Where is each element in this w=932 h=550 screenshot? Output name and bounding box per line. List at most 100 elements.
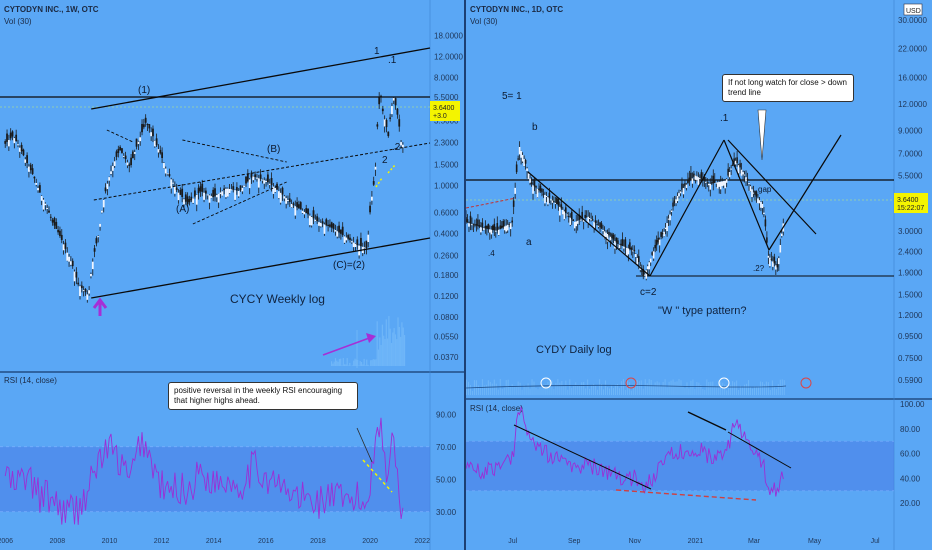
w-pattern-line[interactable] <box>527 171 651 277</box>
daily-rsi-line[interactable] <box>466 405 784 497</box>
daily-volume-bar <box>561 381 563 395</box>
daily-volume-bar <box>479 387 481 395</box>
daily-candle-body <box>700 172 703 180</box>
weekly-triangle-lower[interactable] <box>192 181 287 225</box>
weekly-candle-body <box>223 188 226 191</box>
daily-candle-body <box>567 216 570 218</box>
daily-candle-body <box>679 191 682 194</box>
daily-volume-bar <box>696 381 698 395</box>
daily-volume-bar <box>720 381 722 395</box>
daily-candle-body <box>532 185 534 194</box>
w-pattern-line[interactable] <box>768 134 842 251</box>
weekly-mid-channel-line[interactable] <box>93 142 431 201</box>
daily-volume-bar <box>704 389 706 395</box>
weekly-candle-body <box>141 123 143 133</box>
daily-volume-bar <box>533 381 535 395</box>
daily-volume-bar <box>732 381 734 395</box>
daily-rsi-trendline[interactable] <box>687 411 727 431</box>
earnings-event-icon[interactable] <box>800 377 812 389</box>
daily-volume-bar <box>557 379 559 395</box>
earnings-event-icon[interactable] <box>625 377 637 389</box>
weekly-candle-body <box>121 148 123 153</box>
panel-divider[interactable] <box>464 0 466 550</box>
weekly-candle-body <box>401 144 404 148</box>
weekly-candle-body <box>142 124 145 128</box>
earnings-event-icon[interactable] <box>540 377 552 389</box>
weekly-triangle-upper[interactable] <box>182 139 287 163</box>
weekly-candle-body <box>329 224 331 227</box>
weekly-candle-body <box>64 242 67 249</box>
daily-downtrend-line[interactable] <box>727 139 817 235</box>
daily-volume-bar <box>537 389 539 395</box>
daily-volume-bar <box>728 384 730 395</box>
daily-candle-body <box>648 262 651 270</box>
daily-volume-bar <box>620 381 622 395</box>
weekly-wedge-line[interactable] <box>106 129 134 143</box>
weekly-candle-body <box>133 152 136 154</box>
daily-volume-bar <box>646 383 648 395</box>
weekly-lower-channel-line[interactable] <box>91 237 431 299</box>
weekly-volume-bar <box>379 337 381 366</box>
daily-chart-note: If not long watch for close > down trend… <box>722 74 854 102</box>
daily-candle-body <box>533 179 536 187</box>
daily-candle-body <box>496 223 499 231</box>
weekly-upper-channel-line[interactable] <box>91 47 431 110</box>
daily-candle-body <box>635 253 637 258</box>
daily-volume-bar <box>654 382 656 395</box>
weekly-candle-body <box>268 183 271 185</box>
weekly-candle-body <box>256 177 258 179</box>
daily-chart-panel[interactable]: CYTODYN INC., 1D, OTC Vol (30) RSI (14, … <box>466 0 932 550</box>
daily-candle-body <box>718 181 721 187</box>
daily-candle-body <box>778 258 780 265</box>
weekly-year-tick: 2018 <box>310 538 326 545</box>
daily-candle-body <box>646 266 649 270</box>
weekly-price-tick: 0.2600 <box>434 252 459 261</box>
daily-volume-bar <box>775 388 777 395</box>
weekly-price-tick: 3.5000 <box>434 117 459 126</box>
weekly-candle-body <box>290 203 293 208</box>
daily-month-tick: 2021 <box>688 538 704 545</box>
daily-month-tick: Nov <box>629 538 642 545</box>
daily-candle-body <box>636 257 639 265</box>
currency-badge[interactable] <box>903 3 923 16</box>
daily-candle-body <box>466 219 469 223</box>
daily-chart-svg[interactable]: CYTODYN INC., 1D, OTC Vol (30) RSI (14, … <box>466 0 932 550</box>
daily-candle-body <box>572 219 575 222</box>
weekly-rsi-line[interactable] <box>4 417 404 525</box>
weekly-volume-bar <box>341 365 343 366</box>
daily-rsi-trendline[interactable] <box>513 424 652 490</box>
weekly-candle-body <box>6 133 8 142</box>
daily-candle-body <box>761 203 764 209</box>
weekly-chart-svg[interactable]: CYTODYN INC., 1W, OTC Vol (30) RSI (14, … <box>0 0 464 550</box>
daily-candle-body <box>581 211 583 220</box>
w-pattern-line[interactable] <box>649 139 725 277</box>
daily-candle-body <box>524 159 527 164</box>
daily-candle-body <box>657 237 659 243</box>
earnings-event-icon[interactable] <box>718 377 730 389</box>
daily-volume-bar <box>485 384 487 395</box>
weekly-candle-body <box>166 173 169 175</box>
w-pattern-line[interactable] <box>723 139 770 251</box>
weekly-candle-body <box>228 188 231 194</box>
daily-volume-bar <box>781 379 783 395</box>
daily-rsi-trendline[interactable] <box>727 431 792 469</box>
daily-candle-body <box>506 224 509 231</box>
weekly-volume-bar <box>360 362 363 366</box>
weekly-candle-body <box>148 124 151 129</box>
daily-volume-bar <box>777 384 779 395</box>
daily-candle-body <box>487 224 490 230</box>
daily-candle-body <box>489 229 491 233</box>
weekly-candle-body <box>232 186 235 190</box>
weekly-chart-panel[interactable]: CYTODYN INC., 1W, OTC Vol (30) RSI (14, … <box>0 0 464 550</box>
daily-volume-bar <box>702 389 704 395</box>
daily-volume-bar <box>640 380 642 395</box>
daily-volume-bar <box>579 384 581 395</box>
weekly-candle-body <box>354 243 357 248</box>
daily-volume-bar <box>632 387 634 395</box>
daily-volume-bar <box>670 380 672 395</box>
daily-volume-bar <box>652 385 654 395</box>
weekly-candle-body <box>285 198 288 204</box>
daily-candle-body <box>521 154 524 162</box>
weekly-candle-body <box>347 235 350 239</box>
daily-candle-body <box>742 172 744 175</box>
